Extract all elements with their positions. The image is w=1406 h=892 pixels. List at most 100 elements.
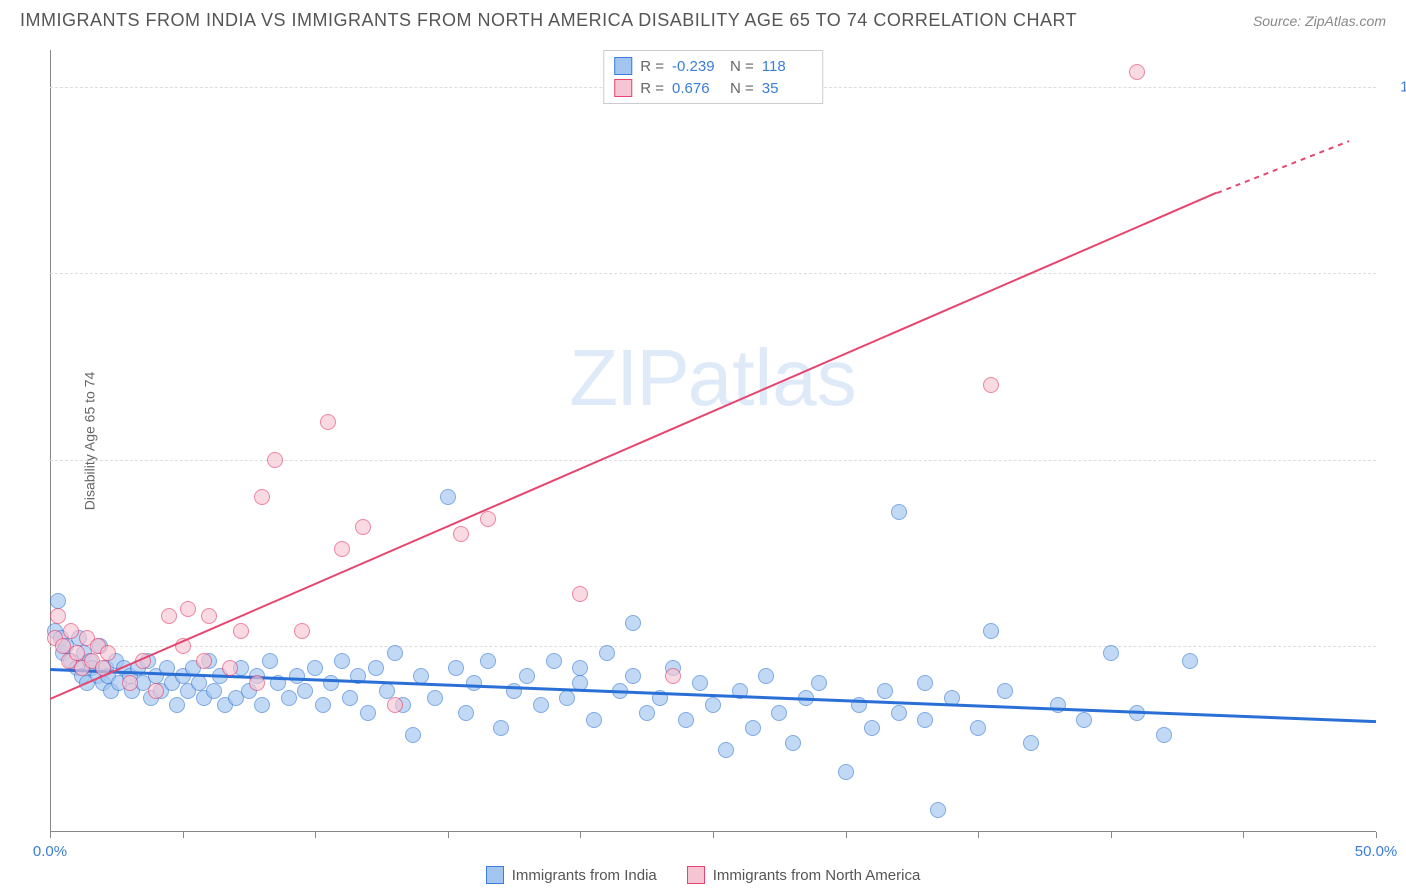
- data-point: [413, 668, 429, 684]
- data-point: [334, 653, 350, 669]
- data-point: [586, 712, 602, 728]
- data-point: [249, 675, 265, 691]
- x-tick: [50, 832, 51, 838]
- data-point: [758, 668, 774, 684]
- x-tick: [1111, 832, 1112, 838]
- data-point: [891, 705, 907, 721]
- x-tick: [978, 832, 979, 838]
- data-point: [493, 720, 509, 736]
- data-point: [559, 690, 575, 706]
- data-point: [970, 720, 986, 736]
- plot-area: ZIPatlas 25.0%50.0%75.0%100.0%0.0%50.0%: [50, 50, 1376, 832]
- legend-row: R = 0.676 N = 35: [614, 77, 812, 99]
- data-point: [427, 690, 443, 706]
- data-point: [745, 720, 761, 736]
- data-point: [387, 645, 403, 661]
- data-point: [379, 683, 395, 699]
- data-point: [480, 511, 496, 527]
- data-point: [917, 675, 933, 691]
- x-tick: [183, 832, 184, 838]
- y-axis-line: [50, 50, 51, 832]
- legend-item: Immigrants from India: [486, 866, 657, 884]
- data-point: [506, 683, 522, 699]
- data-point: [161, 608, 177, 624]
- data-point: [718, 742, 734, 758]
- n-value: 35: [762, 80, 812, 97]
- n-label: N =: [730, 80, 754, 97]
- x-tick: [580, 832, 581, 838]
- data-point: [480, 653, 496, 669]
- data-point: [180, 601, 196, 617]
- legend-row: R = -0.239 N = 118: [614, 55, 812, 77]
- data-point: [294, 623, 310, 639]
- data-point: [50, 608, 66, 624]
- gridline: [50, 460, 1376, 461]
- x-tick-label: 50.0%: [1355, 843, 1398, 860]
- data-point: [334, 541, 350, 557]
- data-point: [519, 668, 535, 684]
- r-value: 0.676: [672, 80, 722, 97]
- r-label: R =: [640, 58, 664, 75]
- legend-swatch: [486, 866, 504, 884]
- data-point: [1156, 727, 1172, 743]
- legend-item: Immigrants from North America: [687, 866, 921, 884]
- legend-label: Immigrants from India: [512, 867, 657, 884]
- source-attribution: Source: ZipAtlas.com: [1253, 13, 1386, 29]
- data-point: [440, 489, 456, 505]
- data-point: [307, 660, 323, 676]
- gridline: [50, 273, 1376, 274]
- data-point: [625, 615, 641, 631]
- data-point: [533, 697, 549, 713]
- data-point: [63, 623, 79, 639]
- x-tick: [846, 832, 847, 838]
- data-point: [360, 705, 376, 721]
- x-tick: [448, 832, 449, 838]
- x-tick-label: 0.0%: [33, 843, 67, 860]
- legend-label: Immigrants from North America: [713, 867, 921, 884]
- data-point: [368, 660, 384, 676]
- data-point: [69, 645, 85, 661]
- data-point: [1023, 735, 1039, 751]
- data-point: [625, 668, 641, 684]
- data-point: [705, 697, 721, 713]
- data-point: [315, 697, 331, 713]
- data-point: [546, 653, 562, 669]
- data-point: [281, 690, 297, 706]
- data-point: [678, 712, 694, 728]
- gridline: [50, 646, 1376, 647]
- data-point: [206, 683, 222, 699]
- data-point: [983, 623, 999, 639]
- data-point: [811, 675, 827, 691]
- legend-swatch: [614, 57, 632, 75]
- data-point: [448, 660, 464, 676]
- r-value: -0.239: [672, 58, 722, 75]
- data-point: [233, 623, 249, 639]
- correlation-legend: R = -0.239 N = 118 R = 0.676 N = 35: [603, 50, 823, 104]
- data-point: [1050, 697, 1066, 713]
- x-tick: [1376, 832, 1377, 838]
- r-label: R =: [640, 80, 664, 97]
- data-point: [891, 504, 907, 520]
- trend-line: [1217, 139, 1350, 193]
- data-point: [639, 705, 655, 721]
- data-point: [196, 653, 212, 669]
- data-point: [262, 653, 278, 669]
- data-point: [877, 683, 893, 699]
- data-point: [771, 705, 787, 721]
- n-label: N =: [730, 58, 754, 75]
- data-point: [665, 668, 681, 684]
- x-tick: [713, 832, 714, 838]
- data-point: [320, 414, 336, 430]
- data-point: [458, 705, 474, 721]
- data-point: [289, 668, 305, 684]
- data-point: [838, 764, 854, 780]
- data-point: [297, 683, 313, 699]
- watermark-bold: ZIP: [569, 333, 687, 422]
- n-value: 118: [762, 58, 812, 75]
- data-point: [1129, 64, 1145, 80]
- data-point: [201, 608, 217, 624]
- data-point: [466, 675, 482, 691]
- data-point: [599, 645, 615, 661]
- legend-swatch: [687, 866, 705, 884]
- data-point: [983, 377, 999, 393]
